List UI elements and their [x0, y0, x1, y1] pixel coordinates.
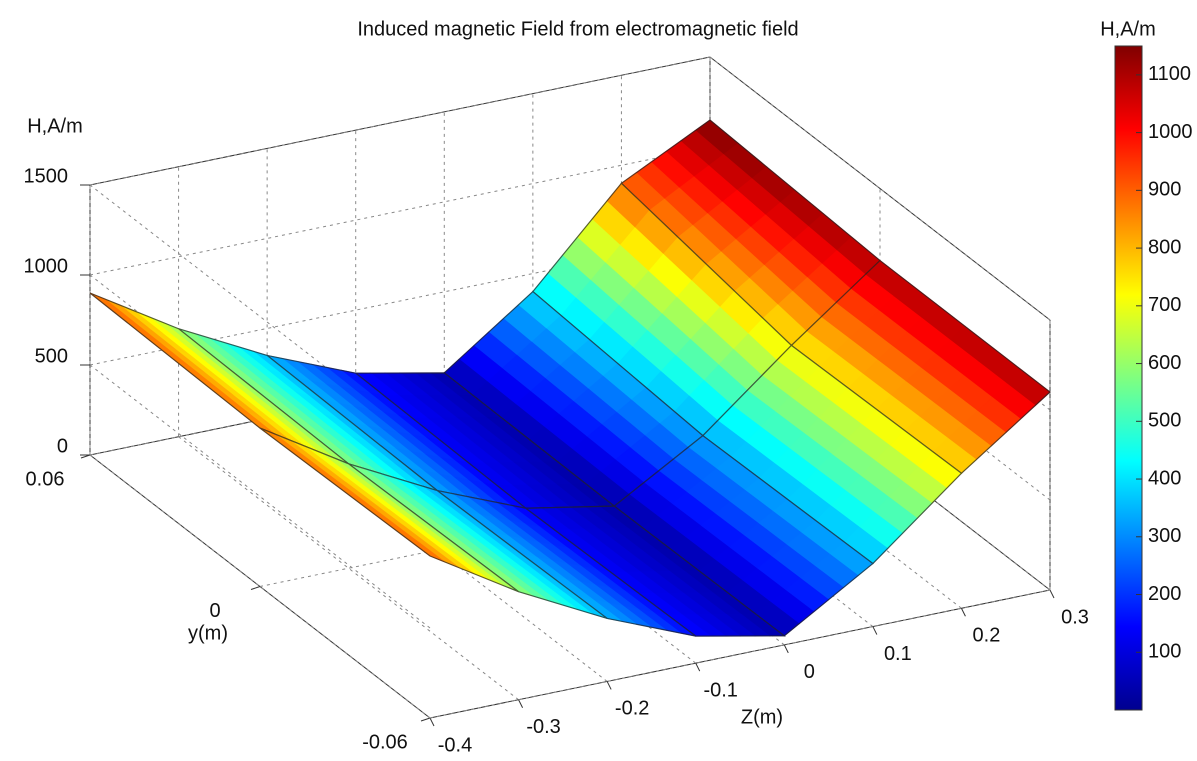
- chart-title: Induced magnetic Field from electromagne…: [357, 18, 798, 40]
- colorbar-tick-label: 700: [1148, 294, 1181, 316]
- colorbar-tick-label: 600: [1148, 352, 1181, 374]
- x-tick-label: -0.3: [526, 716, 560, 738]
- x-axis-label: Z(m): [741, 706, 783, 728]
- y-tick-label: 0.06: [26, 468, 65, 490]
- x-tick: [783, 644, 789, 654]
- x-tick: [695, 662, 701, 672]
- grid-line: [429, 589, 1051, 719]
- colorbar-tick-label: 500: [1148, 410, 1181, 432]
- x-tick: [1049, 589, 1055, 599]
- colorbar-tick-label: 200: [1148, 583, 1181, 605]
- x-tick: [606, 681, 612, 690]
- grid-line: [709, 56, 1051, 321]
- x-tick-label: 0.3: [1061, 606, 1089, 628]
- z-tick-label: 1500: [24, 165, 69, 187]
- grid-line: [89, 146, 711, 276]
- z-tick-label: 0: [57, 435, 68, 457]
- colorbar: [1114, 45, 1143, 711]
- y-tick-label: 0: [209, 600, 220, 622]
- x-tick-label: -0.1: [703, 679, 737, 701]
- x-tick: [960, 608, 966, 617]
- x-tick-label: -0.2: [615, 698, 649, 720]
- y-tick-label: -0.06: [362, 731, 408, 753]
- z-axis-label: H,A/m: [27, 115, 83, 137]
- x-tick: [429, 717, 435, 727]
- surface-edge: [259, 427, 519, 593]
- colorbar-tick-label: 1000: [1148, 121, 1193, 143]
- colorbar-tick-label: 800: [1148, 236, 1181, 258]
- colorbar-tick-label: 100: [1148, 641, 1181, 663]
- grid-line: [89, 454, 431, 719]
- grid-line: [89, 56, 711, 186]
- x-tick-label: -0.4: [438, 734, 472, 756]
- colorbar-tick-label: 300: [1148, 525, 1181, 547]
- x-tick-label: 0.1: [884, 643, 912, 665]
- x-tick: [872, 626, 878, 635]
- z-tick-label: 500: [35, 345, 68, 367]
- colorbar-tick-label: 900: [1148, 179, 1181, 201]
- colorbar-label: H,A/m: [1100, 18, 1156, 40]
- y-tick: [250, 586, 261, 590]
- y-axis-label: y(m): [188, 622, 228, 644]
- grid-line: [178, 436, 519, 701]
- x-tick: [518, 699, 524, 708]
- z-tick-label: 1000: [24, 255, 69, 277]
- grid-line: [89, 364, 431, 629]
- colorbar-tick-label: 1100: [1148, 63, 1191, 85]
- x-tick-label: 0.2: [973, 625, 1001, 647]
- colorbar-tick-label: 400: [1148, 467, 1181, 489]
- x-tick-label: 0: [804, 661, 815, 683]
- y-tick: [420, 717, 431, 722]
